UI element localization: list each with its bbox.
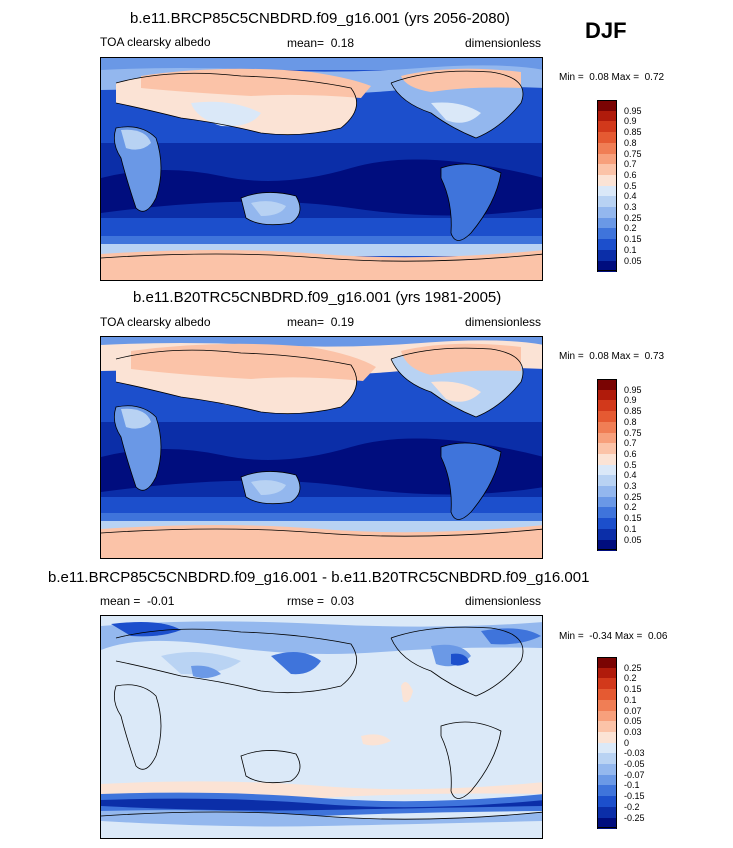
- season-label: DJF: [585, 18, 627, 43]
- panel2-mean-label: mean=: [287, 315, 325, 329]
- colorbar-tick-label: 0.1: [624, 244, 637, 255]
- panel2-max-label: Max =: [611, 351, 640, 362]
- colorbar-tick-label: 0.2: [624, 673, 637, 684]
- colorbar-tick-label: -0.1: [624, 780, 640, 791]
- panel2-minmax: Min = 0.08 Max = 0.73: [559, 351, 664, 362]
- colorbar-tick-label: -0.03: [624, 748, 645, 759]
- panel1-mean-label: mean=: [287, 36, 325, 50]
- panel1-max-label: Max =: [611, 72, 640, 83]
- panel1-minmax: Min = 0.08 Max = 0.72: [559, 72, 664, 83]
- panel3-mean: mean = -0.01: [100, 594, 174, 608]
- panel3-minmax: Min = -0.34 Max = 0.06: [559, 631, 667, 642]
- colorbar-tick-label: 0.7: [624, 159, 637, 170]
- panel1-mean: mean= 0.18: [287, 36, 354, 50]
- panel2-title: b.e11.B20TRC5CNBDRD.f09_g16.001 (yrs 198…: [133, 289, 502, 306]
- colorbar-tick-label: 0.75: [624, 148, 642, 159]
- colorbar-tick-label: 0.05: [624, 716, 642, 727]
- colorbar-tick-label: 0.2: [624, 502, 637, 513]
- colorbar-tick-label: 0.3: [624, 481, 637, 491]
- colorbar-tick-label: 0.15: [624, 234, 642, 245]
- panel3-min-value: -0.34: [589, 631, 613, 642]
- colorbar-tick-label: 0.8: [624, 416, 637, 427]
- colorbar-tick-label: -0.15: [624, 791, 645, 802]
- panel3-max-value: 0.06: [647, 631, 668, 642]
- panel2-units: dimensionless: [465, 315, 542, 329]
- colorbar-tick-label: 0.5: [624, 459, 637, 470]
- panel3-map: [100, 615, 543, 839]
- colorbar-tick-label: 0.4: [624, 191, 637, 202]
- panel1-map: [100, 57, 543, 281]
- panel3-mean-label: mean =: [100, 594, 141, 608]
- panel1-mean-value: 0.18: [330, 36, 355, 50]
- panel1-map-plot: [101, 58, 542, 280]
- colorbar-tick-label: 0.9: [624, 116, 637, 127]
- colorbar-tick-label: 0.95: [624, 384, 642, 395]
- colorbar-tick-label: 0.6: [624, 448, 637, 459]
- colorbar-tick-label: 0.85: [624, 406, 642, 417]
- colorbar-tick-label: 0.2: [624, 223, 637, 234]
- colorbar-frame: [597, 379, 617, 551]
- panel3-min-label: Min =: [559, 631, 584, 642]
- panel1-title: b.e11.BRCP85C5CNBDRD.f09_g16.001 (yrs 20…: [130, 10, 510, 27]
- panel3-mean-value: -0.01: [147, 594, 175, 608]
- panel3-units: dimensionless: [465, 594, 542, 608]
- panel1-units: dimensionless: [465, 36, 542, 50]
- colorbar-tick-label: -0.07: [624, 769, 645, 780]
- panel3-rmse: rmse = 0.03: [287, 594, 354, 608]
- panel2-min-label: Min =: [559, 351, 584, 362]
- colorbar-tick-label: 0.4: [624, 470, 637, 481]
- panel2-min-value: 0.08: [589, 351, 609, 362]
- panel2-variable: TOA clearsky albedo: [100, 315, 211, 329]
- colorbar-tick-label: 0.95: [624, 105, 642, 116]
- colorbar-tick-label: -0.25: [624, 812, 645, 823]
- colorbar-tick-label: 0.1: [624, 694, 637, 705]
- panel3-title: b.e11.BRCP85C5CNBDRD.f09_g16.001 - b.e11…: [48, 569, 590, 586]
- panel3-rmse-label: rmse =: [287, 594, 325, 608]
- panel2-map: [100, 336, 543, 559]
- panel3-max-label: Max =: [614, 631, 643, 642]
- colorbar-tick-label: 0.9: [624, 395, 637, 406]
- panel2-mean: mean= 0.19: [287, 315, 354, 329]
- colorbar-tick-label: 0.85: [624, 127, 642, 138]
- panel1-variable: TOA clearsky albedo: [100, 35, 211, 49]
- colorbar-tick-label: 0.6: [624, 169, 637, 180]
- panel2-mean-value: 0.19: [330, 315, 355, 329]
- colorbar-tick-label: 0.8: [624, 137, 637, 148]
- colorbar-tick-label: 0.25: [624, 212, 642, 223]
- colorbar-tick-label: 0: [624, 737, 630, 748]
- colorbar-tick-label: 0.1: [624, 523, 637, 534]
- panel1-min-label: Min =: [559, 72, 584, 83]
- panel1-min-value: 0.08: [589, 72, 609, 83]
- colorbar-tick-label: -0.2: [624, 801, 640, 812]
- colorbar-tick-label: -0.05: [624, 759, 645, 769]
- colorbar-tick-label: 0.15: [624, 684, 642, 695]
- panel3-map-plot: [101, 616, 542, 838]
- colorbar-tick-label: 0.7: [624, 438, 637, 449]
- panel2-max-value: 0.73: [644, 351, 665, 362]
- panel3-rmse-value: 0.03: [330, 594, 355, 608]
- colorbar-frame: [597, 657, 617, 829]
- panel2-map-plot: [101, 337, 542, 558]
- colorbar-tick-label: 0.5: [624, 180, 637, 191]
- colorbar-frame: [597, 100, 617, 272]
- colorbar-tick-label: 0.15: [624, 513, 642, 524]
- panel1-max-value: 0.72: [644, 72, 665, 83]
- colorbar-tick-label: 0.75: [624, 427, 642, 438]
- colorbar-tick-label: 0.03: [624, 726, 642, 737]
- colorbar-tick-label: 0.3: [624, 202, 637, 212]
- colorbar-tick-label: 0.05: [624, 255, 642, 266]
- colorbar-tick-label: 0.07: [624, 705, 642, 716]
- colorbar-tick-label: 0.05: [624, 534, 642, 545]
- colorbar-tick-label: 0.25: [624, 662, 642, 673]
- colorbar-tick-label: 0.25: [624, 491, 642, 502]
